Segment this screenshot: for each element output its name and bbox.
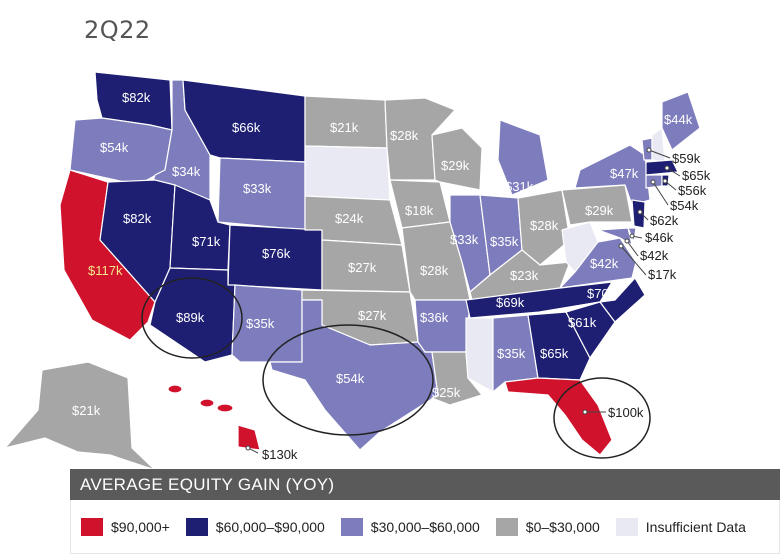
label-IL: $33k — [450, 232, 479, 247]
state-SD — [304, 145, 391, 201]
label-IN: $35k — [490, 234, 519, 249]
label-AK: $21k — [72, 403, 101, 418]
legend-label: Insufficient Data — [645, 518, 746, 535]
state-WI — [431, 127, 483, 191]
label-MT: $66k — [232, 120, 261, 135]
label-ID: $34k — [172, 164, 201, 179]
label-PA: $29k — [585, 203, 614, 218]
label-NJ: $62k — [650, 213, 679, 228]
label-ME: $44k — [664, 112, 693, 127]
legend-label: $30,000–$60,000 — [370, 518, 480, 535]
legend-swatch-light — [615, 517, 638, 536]
legend-label: $90,000+ — [111, 518, 170, 535]
label-RI: $56k — [678, 183, 707, 198]
label-ND: $21k — [330, 120, 359, 135]
state-FL — [504, 377, 613, 456]
legend-body: $90,000+ $60,000–$90,000 $30,000–$60,000… — [70, 500, 780, 554]
label-MO: $28k — [420, 263, 449, 278]
label-NV: $82k — [123, 211, 152, 226]
label-DC: $17k — [648, 267, 677, 282]
legend-swatch-red — [81, 517, 103, 536]
label-DE: $46k — [645, 230, 674, 245]
legend-header: AVERAGE EQUITY GAIN (YOY) — [70, 469, 780, 500]
label-AR: $36k — [420, 310, 449, 325]
map-title: 2Q22 — [84, 16, 151, 44]
label-VT: $59k — [672, 151, 701, 166]
legend-swatch-navy — [185, 517, 208, 536]
label-GA: $65k — [540, 346, 569, 361]
label-KS: $27k — [348, 260, 377, 275]
legend-label: $0–$30,000 — [525, 518, 600, 535]
label-IA: $18k — [405, 203, 434, 218]
state-OH — [517, 189, 571, 266]
label-MD: $42k — [640, 248, 669, 263]
highlight-circle-az — [141, 277, 243, 359]
label-OK: $27k — [358, 308, 387, 323]
label-CA: $117k — [88, 263, 123, 278]
state-TX — [269, 299, 439, 451]
legend-item-30k-60k: $30,000–$60,000 — [340, 517, 480, 536]
legend-item-60k-90k: $60,000–$90,000 — [185, 517, 325, 536]
state-NC — [539, 277, 646, 323]
label-OH: $28k — [530, 218, 559, 233]
label-CT: $54k — [670, 198, 699, 213]
state-HI — [167, 384, 261, 451]
label-WI: $29k — [441, 158, 470, 173]
label-AZ: $89k — [176, 310, 205, 325]
label-NE: $24k — [335, 211, 364, 226]
label-VA: $42k — [590, 256, 619, 271]
label-WA: $82k — [122, 90, 151, 105]
label-TN: $69k — [496, 295, 525, 310]
label-NM: $35k — [246, 316, 275, 331]
state-AR — [414, 299, 471, 353]
state-VA — [559, 237, 637, 289]
label-AL: $35k — [497, 346, 526, 361]
label-MA: $65k — [682, 168, 711, 183]
legend-swatch-gray — [495, 517, 518, 536]
legend-label: $60,000–$90,000 — [215, 518, 325, 535]
label-SC: $61k — [568, 315, 597, 330]
legend: AVERAGE EQUITY GAIN (YOY) $90,000+ $60,0… — [70, 469, 780, 554]
legend-item-0-30k: $0–$30,000 — [495, 517, 600, 536]
label-WY: $33k — [243, 181, 272, 196]
state-AK — [4, 361, 156, 470]
highlight-circle-fl — [553, 377, 651, 459]
legend-item-90k-plus: $90,000+ — [81, 517, 170, 536]
label-OR: $54k — [100, 140, 129, 155]
label-NY: $47k — [610, 166, 639, 181]
label-MN: $28k — [390, 128, 419, 143]
state-MS — [465, 317, 494, 393]
label-UT: $71k — [192, 234, 221, 249]
label-LA: $25k — [432, 385, 461, 400]
label-TX: $54k — [336, 371, 365, 386]
state-MI — [497, 119, 549, 196]
legend-item-insufficient: Insufficient Data — [615, 517, 746, 536]
label-NC: $70k — [587, 286, 616, 301]
us-map: $82k $54k $34k $66k $33k $21k $28k $29k … — [4, 71, 711, 470]
highlight-circle-tx — [262, 324, 434, 436]
state-ME — [661, 91, 701, 151]
state-MA — [645, 159, 679, 176]
state-MD — [597, 227, 633, 246]
state-NH — [651, 127, 666, 163]
label-HI: $130k — [262, 447, 298, 462]
label-FL: $100k — [608, 405, 644, 420]
label-MI: $31k — [505, 179, 534, 194]
legend-swatch-lavender — [340, 517, 363, 536]
label-KY: $23k — [510, 268, 539, 283]
label-CO: $76k — [262, 246, 291, 261]
